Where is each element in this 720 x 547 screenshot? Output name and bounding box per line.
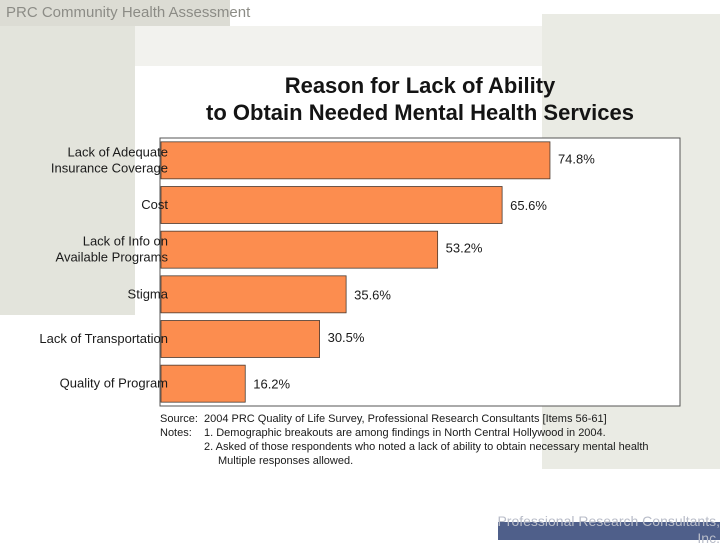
bar-2 [160, 230, 439, 269]
note-2: 2. Asked of those respondents who noted … [204, 441, 649, 453]
background-panel-middle [135, 26, 542, 66]
bar-1 [160, 186, 503, 224]
bar-value-label-2: 53.2% [446, 241, 483, 256]
footer-company-name: Professional Research Consultants, Inc. [497, 513, 720, 546]
chart-title-line-2: to Obtain Needed Mental Health Services [206, 100, 634, 125]
bar-value-label-1: 65.6% [510, 198, 547, 213]
bar-0 [160, 141, 551, 180]
bar-3 [160, 275, 347, 314]
bar-value-label-5: 16.2% [253, 377, 290, 392]
notes-label: Notes: [160, 427, 192, 439]
category-label-4-0: Lack of Transportation [39, 331, 168, 346]
background-panel-left [0, 0, 135, 315]
category-label-2-0: Lack of Info on [83, 234, 168, 249]
bar-value-label-3: 35.6% [354, 287, 391, 302]
category-label-1-0: Cost [141, 197, 168, 212]
source-text: 2004 PRC Quality of Life Survey, Profess… [204, 413, 607, 425]
note-2-row: 2. Asked of those respondents who noted … [160, 440, 692, 454]
chart-notes: Source: 2004 PRC Quality of Life Survey,… [160, 412, 692, 468]
category-label-0-1: Insurance Coverage [51, 160, 168, 175]
footer-bar [498, 522, 720, 540]
chart-title: Reason for Lack of Ability to Obtain Nee… [160, 72, 680, 126]
source-row: Source: 2004 PRC Quality of Life Survey,… [160, 412, 692, 426]
category-label-5-0: Quality of Program [60, 376, 168, 391]
bar-value-label-0: 74.8% [558, 151, 595, 166]
plot-area [159, 137, 681, 407]
bar-5 [160, 364, 246, 403]
category-label-3-0: Stigma [128, 286, 169, 301]
category-label-2-1: Available Programs [56, 250, 169, 265]
slide-header-title: PRC Community Health Assessment [6, 4, 251, 21]
note-2-continuation-row: Multiple responses allowed. [160, 454, 692, 468]
note-2-continuation: Multiple responses allowed. [218, 455, 354, 467]
category-label-0-0: Lack of Adequate [68, 144, 168, 159]
background-panel-top [0, 0, 230, 26]
notes-row: Notes: 1. Demographic breakouts are amon… [160, 426, 692, 440]
bar-4 [160, 320, 321, 358]
bar-value-label-4: 30.5% [328, 330, 365, 345]
note-1: 1. Demographic breakouts are among findi… [204, 427, 606, 439]
chart-title-line-1: Reason for Lack of Ability [284, 73, 556, 98]
source-label: Source: [160, 413, 198, 425]
